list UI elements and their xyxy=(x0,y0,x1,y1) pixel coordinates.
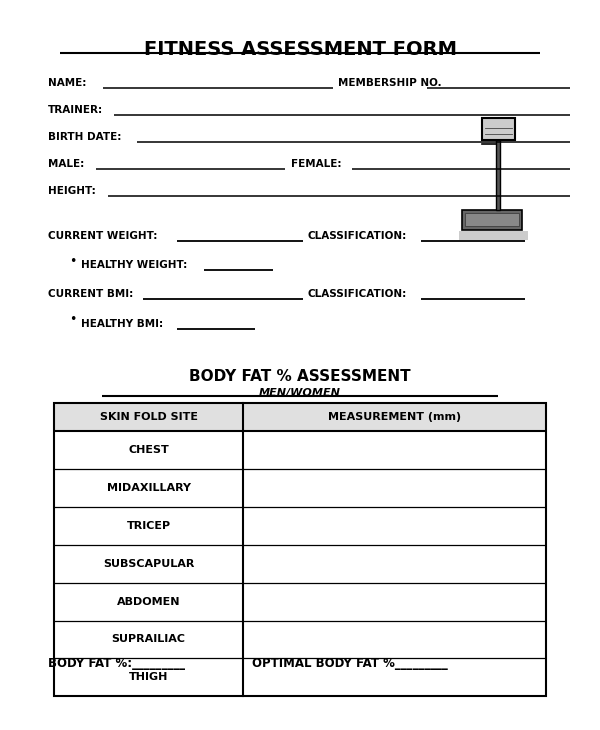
Text: CLASSIFICATION:: CLASSIFICATION: xyxy=(308,289,407,299)
Text: FEMALE:: FEMALE: xyxy=(291,158,341,169)
Bar xyxy=(54,403,546,696)
Text: BODY FAT %:_________: BODY FAT %:_________ xyxy=(48,657,185,670)
Text: HEIGHT:: HEIGHT: xyxy=(48,185,96,196)
Text: BIRTH DATE:: BIRTH DATE: xyxy=(48,131,121,142)
Text: THIGH: THIGH xyxy=(129,672,168,683)
Text: CURRENT WEIGHT:: CURRENT WEIGHT: xyxy=(48,231,157,241)
Text: CHEST: CHEST xyxy=(128,445,169,455)
Text: FITNESS ASSESSMENT FORM: FITNESS ASSESSMENT FORM xyxy=(143,40,457,59)
Text: BODY FAT % ASSESSMENT: BODY FAT % ASSESSMENT xyxy=(189,369,411,384)
Text: MIDAXILLARY: MIDAXILLARY xyxy=(107,483,191,493)
Text: TRAINER:: TRAINER: xyxy=(48,104,103,115)
Bar xyxy=(496,140,500,210)
Text: CLASSIFICATION:: CLASSIFICATION: xyxy=(308,231,407,241)
Text: ABDOMEN: ABDOMEN xyxy=(117,596,180,607)
Bar xyxy=(482,118,515,140)
Bar xyxy=(462,210,522,230)
Text: MEN/WOMEN: MEN/WOMEN xyxy=(259,388,341,399)
Text: MALE:: MALE: xyxy=(48,158,84,169)
Text: •: • xyxy=(69,313,76,326)
Text: MEASUREMENT (mm): MEASUREMENT (mm) xyxy=(328,412,461,422)
Text: MEMBERSHIP NO.: MEMBERSHIP NO. xyxy=(338,77,442,88)
Text: SUPRAILIAC: SUPRAILIAC xyxy=(112,634,185,645)
Bar xyxy=(459,231,528,240)
Text: SKIN FOLD SITE: SKIN FOLD SITE xyxy=(100,412,197,422)
Bar xyxy=(465,213,519,226)
Text: NAME:: NAME: xyxy=(48,77,86,88)
Text: HEALTHY WEIGHT:: HEALTHY WEIGHT: xyxy=(81,260,187,270)
Text: CURRENT BMI:: CURRENT BMI: xyxy=(48,289,133,299)
Text: OPTIMAL BODY FAT %_________: OPTIMAL BODY FAT %_________ xyxy=(252,657,448,670)
Text: SUBSCAPULAR: SUBSCAPULAR xyxy=(103,558,194,569)
Text: •: • xyxy=(69,255,76,268)
Text: TRICEP: TRICEP xyxy=(127,520,170,531)
Bar xyxy=(54,403,546,431)
Text: HEALTHY BMI:: HEALTHY BMI: xyxy=(81,318,163,328)
